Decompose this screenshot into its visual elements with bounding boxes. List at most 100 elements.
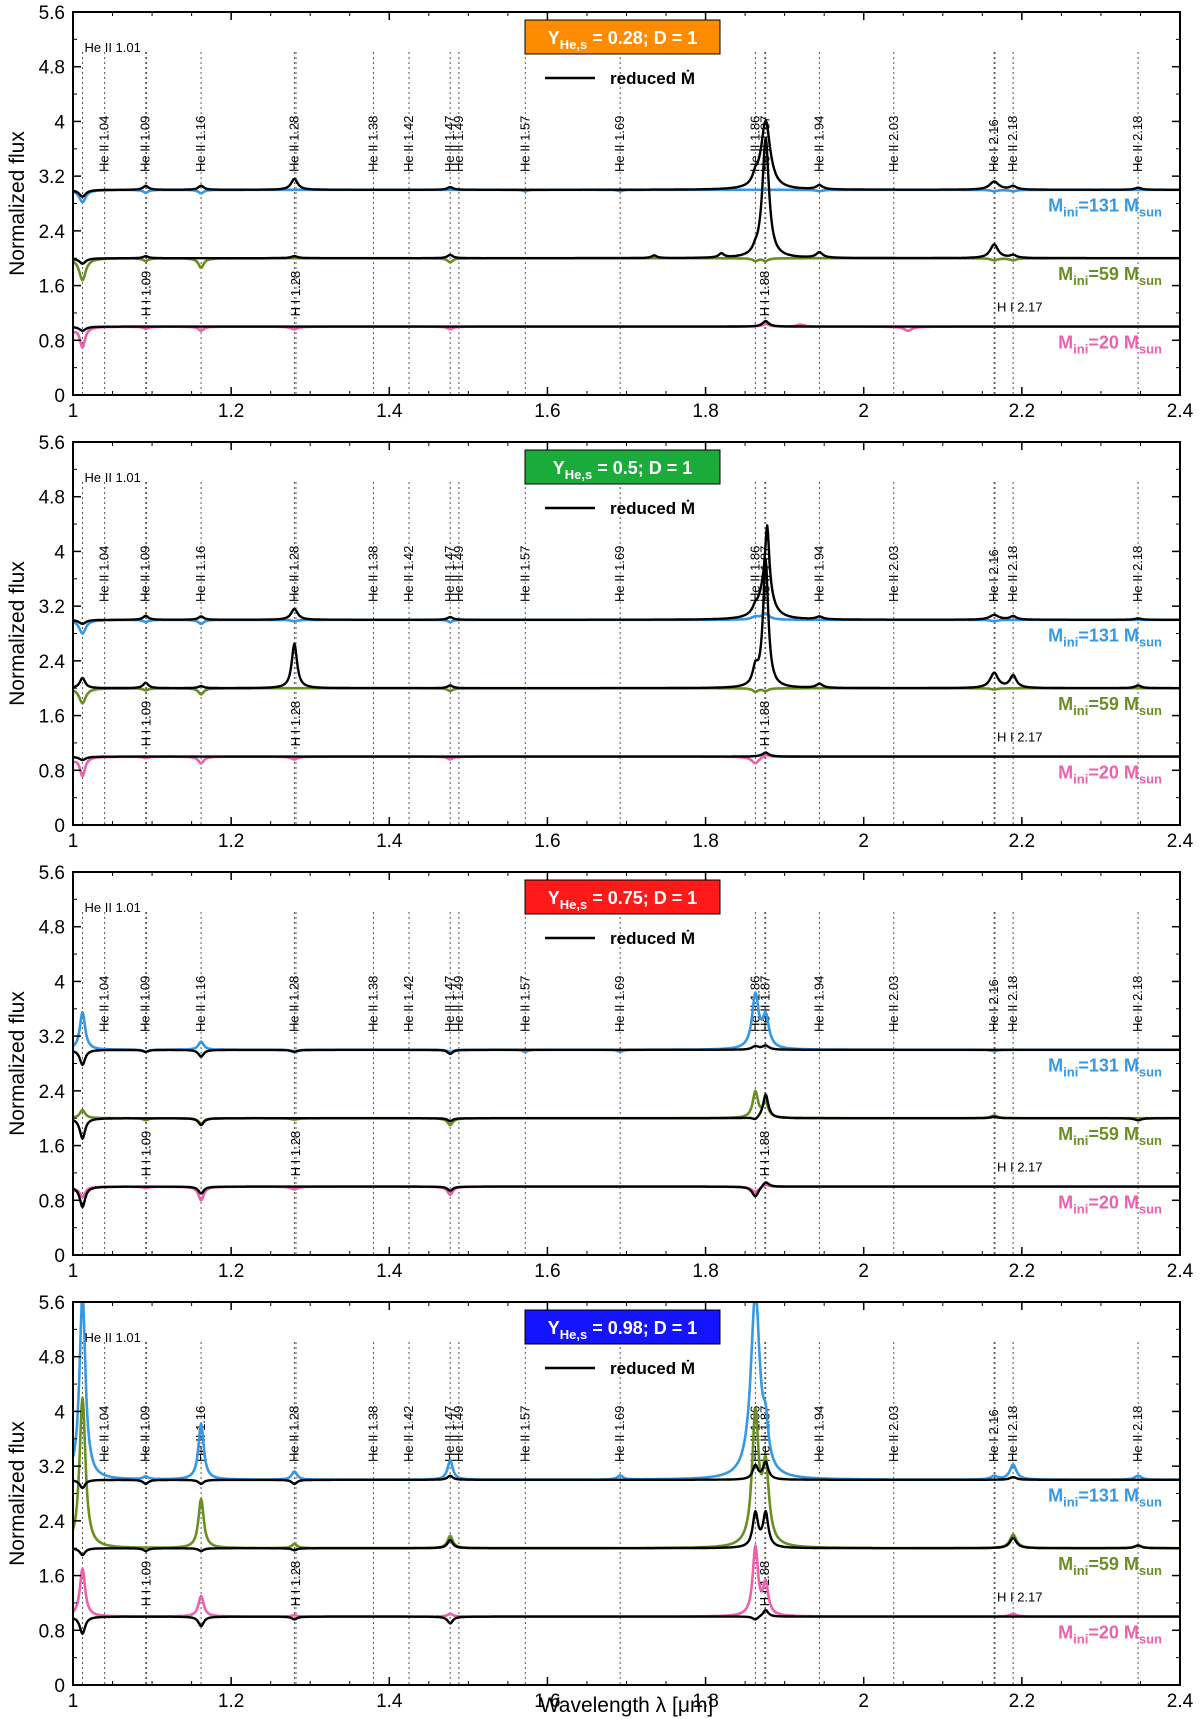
series-line [73,753,1180,778]
x-tick-label: 1.2 [218,401,244,422]
line-id-label: He II 1.94 [811,976,826,1032]
line-id-label: He II 1.94 [811,1406,826,1462]
series-label-m59: Mini=59 Msun [1058,1124,1162,1148]
x-tick-label: 2.4 [1167,831,1194,852]
y-tick-label: 2.4 [39,1082,66,1103]
x-tick-label: 1.6 [534,1691,560,1712]
line-id-label: He I 2.16 [986,979,1001,1032]
line-id-label: He II 2.18 [1130,1406,1145,1462]
y-axis-label: Normalized flux [6,991,29,1136]
h-line-id-label: H I 1.88 [757,1131,772,1177]
y-tick-label: 4.8 [39,488,65,509]
series-label-m20: Mini=20 Msun [1058,332,1162,356]
y-tick-label: 3.2 [39,597,65,618]
y-tick-label: 2.4 [39,1512,66,1533]
x-tick-label: 1.8 [692,831,718,852]
x-tick-label: 2.2 [1009,1691,1035,1712]
y-tick-label: 5.6 [39,863,65,884]
h-line-id-label: H I 1.88 [757,701,772,747]
x-tick-label: 2.4 [1167,1261,1194,1282]
x-tick-label: 2.4 [1167,401,1194,422]
h-line-id-label: H I 2.17 [997,730,1043,745]
series-label-m20: Mini=20 Msun [1058,1622,1162,1646]
y-tick-label: 4.8 [39,918,65,939]
y-tick-label: 2.4 [39,652,66,673]
x-tick-label: 1.2 [218,831,244,852]
y-tick-label: 4 [54,542,65,563]
series-label-m59: Mini=59 Msun [1058,694,1162,718]
series-line [73,559,1180,690]
line-id-label: He II 1.57 [517,116,532,172]
line-id-label: He II 1.01 [84,1330,140,1345]
panel-title: YHe,s = 0.98; D = 1 [548,1318,698,1342]
line-id-label: He II 2.18 [1130,116,1145,172]
x-tick-label: 2 [858,1691,869,1712]
panel-2: He II 1.01 He II 1.04 He II 1.09 He II 1.16… [6,433,1194,852]
y-tick-label: 0.8 [39,761,65,782]
x-tick-label: 1.2 [218,1691,244,1712]
h-line-id-label: H I 1.28 [288,271,303,317]
x-tick-label: 1.4 [376,1261,403,1282]
y-tick-label: 4 [54,1402,65,1423]
line-id-label: He II 1.28 [286,546,301,602]
line-id-label: He II 1.42 [401,116,416,172]
series-line [73,188,1180,204]
line-id-label: He II 1.09 [138,1406,153,1462]
line-id-label: He II 1.04 [97,1406,112,1462]
series-line [73,1608,1180,1635]
x-tick-label: 1 [68,1691,79,1712]
line-id-label: He II 1.57 [517,546,532,602]
line-id-label: He I 2.16 [986,119,1001,172]
line-id-label: He II 1.01 [84,470,140,485]
y-tick-label: 0 [54,386,65,407]
legend-label: reduced Ṁ [610,1359,695,1378]
line-id-label: He II 1.16 [193,976,208,1032]
series-line [73,524,1180,626]
y-tick-label: 1.6 [39,277,65,298]
y-tick-label: 1.6 [39,1137,65,1158]
line-id-label: He II 1.38 [365,546,380,602]
line-id-label: He II 1.69 [612,546,627,602]
y-axis-label: Normalized flux [6,131,29,276]
legend-label: reduced Ṁ [610,69,695,88]
line-id-label: He II 1.47 [442,546,457,602]
h-line-id-label: H I 1.09 [139,701,154,747]
line-id-label: He II 1.04 [97,546,112,602]
panel-title-box [524,879,721,915]
h-line-id-label: H I 1.28 [288,1561,303,1607]
x-tick-label: 1.6 [534,401,560,422]
h-line-id-label: H I 2.17 [997,1160,1043,1175]
line-id-label: He II 1.47 [442,976,457,1032]
series-line [73,1044,1180,1067]
y-tick-label: 3.2 [39,1457,65,1478]
line-id-label: He II 1.38 [365,976,380,1032]
series-line [73,256,1180,282]
x-axis-label: Wavelength λ [μm] [540,1694,714,1717]
y-tick-label: 5.6 [39,433,65,454]
x-tick-label: 2.4 [1167,1691,1194,1712]
line-id-label: He I 2.16 [986,549,1001,602]
line-id-label: He II 1.28 [286,976,301,1032]
line-id-label: He I 2.16 [986,1409,1001,1462]
series-label-m20: Mini=20 Msun [1058,1192,1162,1216]
series-line [73,1181,1180,1209]
line-id-label: He II 1.94 [811,546,826,602]
y-axis-label: Normalized flux [6,1421,29,1566]
line-id-label: He II 1.87 [758,976,773,1032]
line-id-label: He II 1.69 [612,1406,627,1462]
panel-title-box [524,1309,721,1345]
y-tick-label: 1.6 [39,1567,65,1588]
line-id-label: He II 1.01 [84,900,140,915]
line-id-label: He II 1.28 [286,116,301,172]
line-id-label: He II 2.18 [1130,976,1145,1032]
line-id-label: He II 2.18 [1005,976,1020,1032]
h-line-id-label: H I 1.09 [139,1561,154,1607]
h-line-id-label: H I 1.09 [139,271,154,317]
series-label-m59: Mini=59 Msun [1058,264,1162,288]
series-label-m131: Mini=131 Msun [1048,1486,1162,1510]
series-line [73,1509,1180,1557]
panel-title: YHe,s = 0.5; D = 1 [553,458,693,482]
series-line [73,1460,1180,1490]
